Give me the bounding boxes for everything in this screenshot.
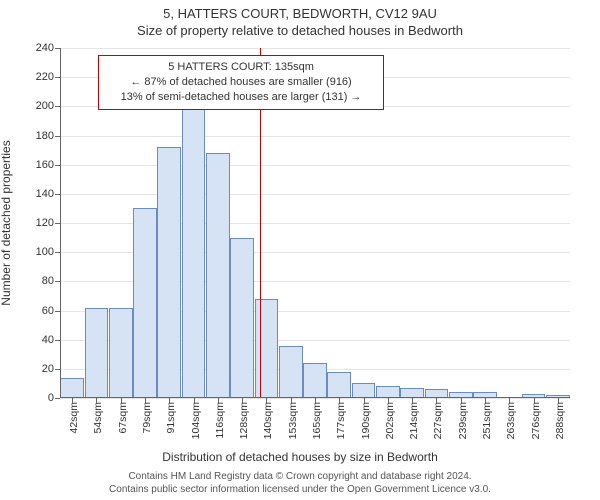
histogram-bar xyxy=(279,346,303,399)
x-tick-label: 140sqm xyxy=(262,402,274,439)
x-tick-label: 190sqm xyxy=(360,402,372,439)
x-tick-label: 153sqm xyxy=(287,402,299,439)
x-tick-label: 79sqm xyxy=(141,402,153,434)
x-tick-label: 288sqm xyxy=(554,402,566,439)
x-tick-label: 91sqm xyxy=(165,402,177,434)
histogram-bar xyxy=(230,238,254,398)
x-tick-label: 165sqm xyxy=(311,402,323,439)
histogram-bar xyxy=(255,299,279,398)
histogram-bar xyxy=(206,153,230,398)
histogram-bar xyxy=(182,109,206,398)
x-tick-label: 104sqm xyxy=(190,402,202,439)
y-axis-label: Number of detached properties xyxy=(0,140,13,305)
annotation-line-3: 13% of semi-detached houses are larger (… xyxy=(107,90,375,105)
histogram-bar xyxy=(157,147,181,398)
histogram-bar xyxy=(327,372,351,398)
x-axis-label: Distribution of detached houses by size … xyxy=(0,450,600,464)
x-tick-label: 214sqm xyxy=(408,402,420,439)
x-tick-label: 42sqm xyxy=(68,402,80,434)
y-axis xyxy=(60,48,61,398)
histogram-bar xyxy=(109,308,133,398)
histogram-bar xyxy=(303,363,327,398)
histogram-bar xyxy=(60,378,84,398)
credit-line-1: Contains HM Land Registry data © Crown c… xyxy=(0,470,600,483)
x-tick-label: 177sqm xyxy=(335,402,347,439)
annotation-box: 5 HATTERS COURT: 135sqm ← 87% of detache… xyxy=(98,55,384,110)
histogram-bar xyxy=(133,208,157,398)
annotation-line-1: 5 HATTERS COURT: 135sqm xyxy=(107,60,375,75)
x-tick-label: 227sqm xyxy=(432,402,444,439)
x-tick-label: 239sqm xyxy=(457,402,469,439)
page-title: 5, HATTERS COURT, BEDWORTH, CV12 9AU xyxy=(0,0,600,21)
x-tick-label: 276sqm xyxy=(530,402,542,439)
x-tick-label: 251sqm xyxy=(481,402,493,439)
x-tick-label: 202sqm xyxy=(384,402,396,439)
annotation-line-2: ← 87% of detached houses are smaller (91… xyxy=(107,75,375,90)
x-tick-label: 128sqm xyxy=(238,402,250,439)
gridline xyxy=(60,48,570,49)
x-axis xyxy=(60,397,570,398)
page-subtitle: Size of property relative to detached ho… xyxy=(0,21,600,38)
plot-area: 02040608010012014016018020022024042sqm54… xyxy=(60,48,570,398)
x-tick-label: 54sqm xyxy=(92,402,104,434)
credit-text: Contains HM Land Registry data © Crown c… xyxy=(0,470,600,496)
histogram-bar xyxy=(352,383,376,398)
x-tick-label: 116sqm xyxy=(214,402,226,439)
chart-container: { "title": "5, HATTERS COURT, BEDWORTH, … xyxy=(0,0,600,500)
gridline xyxy=(60,165,570,166)
x-tick-label: 263sqm xyxy=(505,402,517,439)
y-tick xyxy=(55,398,60,399)
gridline xyxy=(60,194,570,195)
x-tick-label: 67sqm xyxy=(117,402,129,434)
credit-line-2: Contains public sector information licen… xyxy=(0,483,600,496)
gridline xyxy=(60,136,570,137)
histogram-bar xyxy=(85,308,109,398)
